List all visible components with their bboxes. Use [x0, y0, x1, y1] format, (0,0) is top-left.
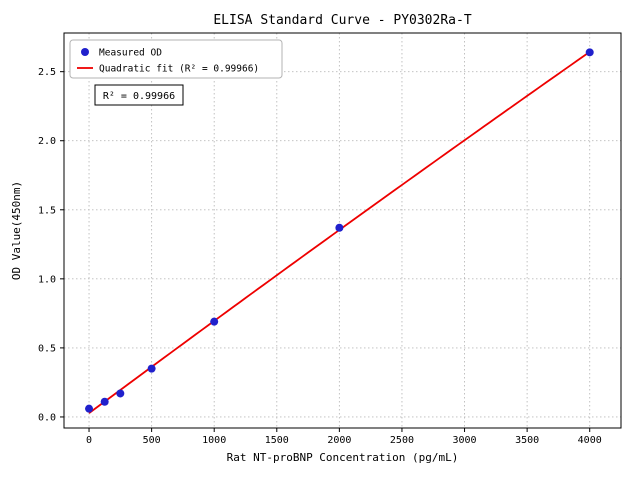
data-point	[85, 404, 94, 413]
x-tick-label: 3500	[515, 435, 539, 446]
r-squared-annotation-text: R² = 0.99966	[103, 91, 175, 102]
axes-frame	[63, 32, 622, 429]
x-tick-label: 3000	[452, 435, 476, 446]
y-tick-label: 2.5	[38, 67, 56, 78]
r-squared-annotation-box	[94, 84, 184, 106]
x-tick-label: 1500	[265, 435, 289, 446]
r-squared-annotation: R² = 0.99966	[94, 84, 184, 106]
x-tick-label: 0	[86, 435, 92, 446]
data-point	[100, 397, 109, 406]
data-point	[116, 389, 125, 398]
legend: Measured OD Quadratic fit (R² = 0.99966)	[69, 39, 283, 79]
x-tick-label: 1000	[202, 435, 226, 446]
x-tick-label: 2500	[390, 435, 414, 446]
data-point	[585, 48, 594, 57]
data-point	[335, 223, 344, 232]
x-axis-label: Rat NT-proBNP Concentration (pg/mL)	[227, 451, 459, 464]
y-tick-label: 0.5	[38, 343, 56, 354]
legend-marker-measured-od-icon	[81, 48, 89, 56]
legend-label-quadratic-fit: Quadratic fit (R² = 0.99966)	[99, 64, 259, 75]
y-tick-label: 1.0	[38, 274, 56, 285]
y-tick-label: 0.0	[38, 412, 56, 423]
y-tick-label: 1.5	[38, 205, 56, 216]
x-tick-label: 500	[143, 435, 161, 446]
legend-label-measured-od: Measured OD	[99, 48, 162, 59]
x-tick-label: 4000	[578, 435, 602, 446]
y-tick-label: 2.0	[38, 136, 56, 147]
data-point	[147, 364, 156, 373]
y-axis-label: OD Value(450nm)	[10, 181, 23, 280]
data-point	[210, 317, 219, 326]
x-tick-label: 2000	[327, 435, 351, 446]
chart-title: ELISA Standard Curve - PY0302Ra-T	[213, 13, 471, 28]
legend-box	[69, 39, 283, 79]
